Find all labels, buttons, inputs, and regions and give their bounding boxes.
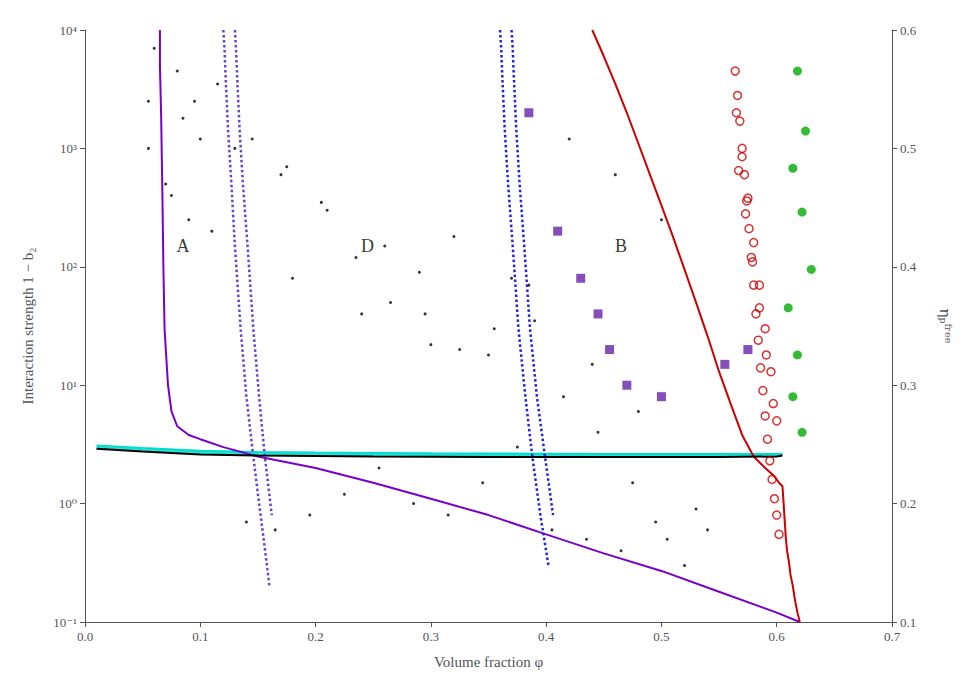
svg-text:0.3: 0.3 bbox=[423, 629, 439, 644]
svg-text:0.4: 0.4 bbox=[900, 259, 917, 274]
svg-text:0.5: 0.5 bbox=[900, 141, 916, 156]
svg-text:10¹: 10¹ bbox=[60, 378, 77, 393]
svg-text:10²: 10² bbox=[60, 259, 77, 274]
svg-text:10³: 10³ bbox=[60, 141, 77, 156]
svg-text:Volume fraction φ: Volume fraction φ bbox=[434, 654, 544, 670]
svg-text:0.5: 0.5 bbox=[653, 629, 669, 644]
svg-text:0.6: 0.6 bbox=[900, 23, 917, 38]
svg-text:0.7: 0.7 bbox=[884, 629, 901, 644]
svg-text:A: A bbox=[176, 236, 189, 256]
svg-text:0.2: 0.2 bbox=[900, 496, 916, 511]
svg-text:10⁰: 10⁰ bbox=[59, 496, 77, 511]
svg-text:0.2: 0.2 bbox=[307, 629, 323, 644]
svg-text:0.4: 0.4 bbox=[538, 629, 555, 644]
svg-text:ηₚᶠʳᵉᵉ: ηₚᶠʳᵉᵉ bbox=[936, 308, 954, 343]
svg-text:B: B bbox=[615, 236, 627, 256]
svg-text:0.1: 0.1 bbox=[192, 629, 208, 644]
svg-text:10⁻¹: 10⁻¹ bbox=[53, 615, 77, 630]
svg-text:0.6: 0.6 bbox=[769, 629, 786, 644]
svg-text:Interaction strength 1 − b₂: Interaction strength 1 − b₂ bbox=[20, 248, 36, 405]
svg-text:D: D bbox=[361, 236, 374, 256]
svg-text:0.0: 0.0 bbox=[77, 629, 93, 644]
svg-text:0.3: 0.3 bbox=[900, 378, 916, 393]
svg-text:10⁴: 10⁴ bbox=[59, 23, 77, 38]
svg-text:0.1: 0.1 bbox=[900, 615, 916, 630]
